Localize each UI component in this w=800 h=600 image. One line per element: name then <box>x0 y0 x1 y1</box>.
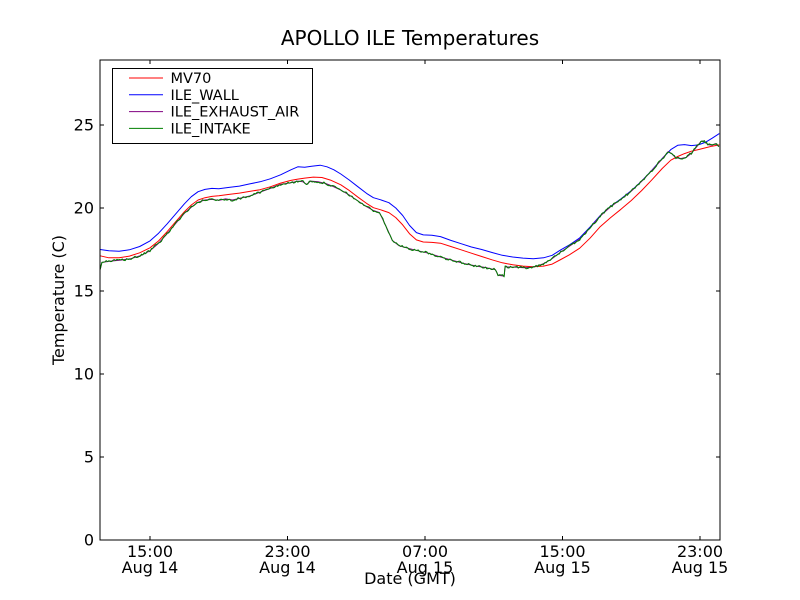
legend-label-ile_intake: ILE_INTAKE <box>171 121 251 137</box>
series-lines <box>99 133 720 278</box>
axis-ticks <box>100 60 720 541</box>
y-tick-label: 25 <box>74 116 94 135</box>
x-tick-label-date: Aug 14 <box>122 558 179 577</box>
x-axis-label: Date (GMT) <box>364 569 456 588</box>
x-tick-label-date: Aug 15 <box>534 558 591 577</box>
y-tick-label: 10 <box>74 365 94 384</box>
x-tick-label-time: 07:00 <box>402 542 448 561</box>
y-tick-label: 15 <box>74 282 94 301</box>
legend-label-ile_wall: ILE_WALL <box>171 88 239 104</box>
x-tick-label-date: Aug 15 <box>672 558 729 577</box>
legend-label-ile_exhaust_air: ILE_EXHAUST_AIR <box>171 105 300 121</box>
series-line-ile_wall <box>100 133 720 260</box>
x-tick-label-time: 23:00 <box>677 542 723 561</box>
series-line-ile_exhaust_air <box>99 140 720 277</box>
y-tick-label: 5 <box>84 448 94 467</box>
chart-title: APOLLO ILE Temperatures <box>281 26 539 50</box>
x-tick-label-date: Aug 14 <box>259 558 316 577</box>
x-tick-label-time: 15:00 <box>539 542 585 561</box>
axes-frame <box>99 59 721 541</box>
y-tick-label: 0 <box>84 531 94 550</box>
x-tick-label-time: 23:00 <box>264 542 310 561</box>
x-tick-label-date: Aug 15 <box>397 558 454 577</box>
series-line-mv70 <box>100 144 720 268</box>
legend-label-mv70: MV70 <box>171 71 212 87</box>
y-axis-label: Temperature (C) <box>49 235 68 366</box>
legend-box <box>112 68 313 144</box>
y-tick-label: 20 <box>74 199 94 218</box>
x-tick-label-time: 15:00 <box>127 542 173 561</box>
series-line-ile_intake <box>99 140 720 278</box>
